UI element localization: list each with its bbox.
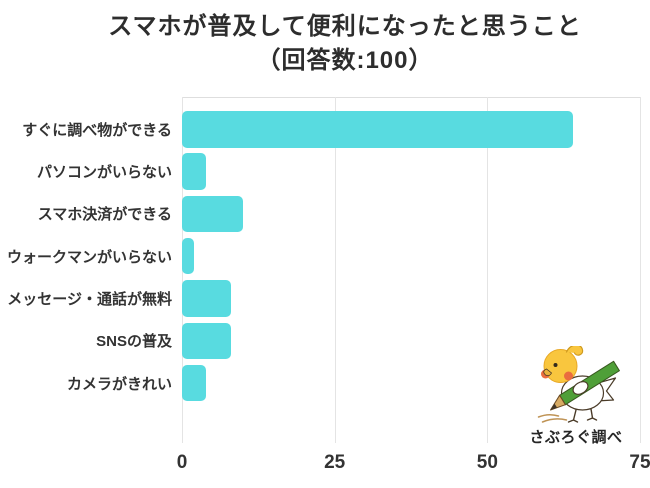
x-tick-label: 75	[629, 452, 650, 473]
gridline-x-25	[334, 97, 336, 443]
x-tick-label: 0	[176, 452, 188, 473]
bar	[182, 364, 207, 402]
category-label: ウォークマンがいらない	[6, 248, 172, 266]
bar	[182, 153, 207, 190]
gridline-x-50	[487, 97, 489, 443]
category-label: パソコンがいらない	[36, 164, 172, 182]
bar	[182, 195, 244, 233]
gridline-x-75	[640, 97, 641, 443]
category-label: スマホ決済ができる	[37, 206, 172, 224]
chart-title: スマホが普及して便利になったと思うこと （回答数:100）	[40, 10, 650, 78]
bar	[182, 237, 195, 275]
category-label: SNSの普及	[96, 333, 172, 351]
x-tick-label: 25	[324, 452, 346, 473]
chart-title-line2: （回答数:100）	[256, 47, 434, 74]
x-tick-label: 50	[476, 452, 498, 473]
category-label: カメラがきれい	[66, 375, 172, 393]
category-label: すぐに調べ物ができる	[22, 121, 172, 139]
category-label: メッセージ・通話が無料	[7, 290, 172, 308]
bar	[182, 322, 231, 359]
bar	[182, 280, 231, 317]
mascot: さぶろぐ調べ	[526, 346, 626, 447]
plot-top-border	[182, 97, 641, 98]
survey-credit: さぶろぐ調べ	[529, 429, 623, 446]
bar	[182, 111, 573, 148]
chart-title-line1: スマホが普及して便利になったと思うこと	[108, 13, 582, 40]
bird-pencil-mascot-icon	[537, 346, 620, 423]
